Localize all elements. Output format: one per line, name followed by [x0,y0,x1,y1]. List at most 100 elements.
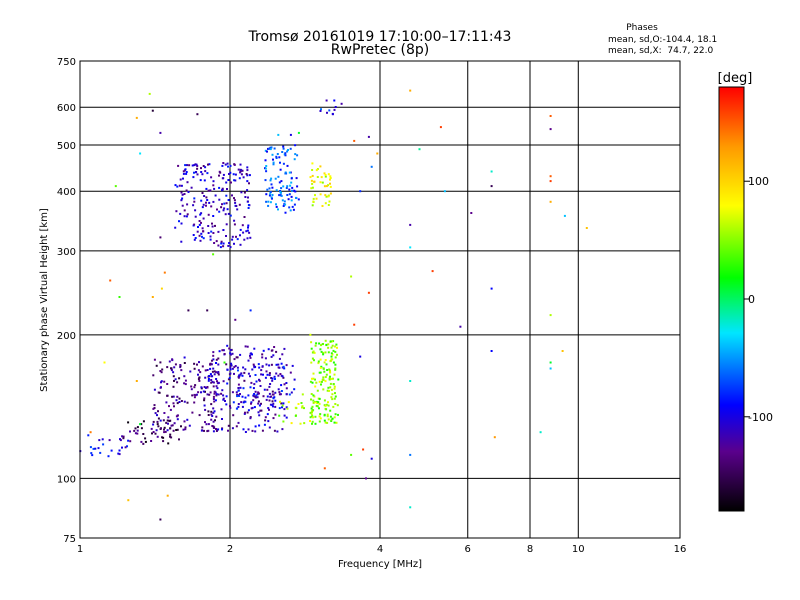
data-point [178,401,181,403]
data-point [243,191,246,194]
data-point [213,187,216,190]
x-tick-label: 1 [77,544,83,555]
data-point [281,151,284,153]
data-point [539,431,542,434]
data-point [163,380,166,383]
data-point [152,374,155,377]
data-point [247,372,250,375]
data-point [290,391,293,394]
data-point [224,213,227,216]
data-point [140,440,143,443]
data-point [290,181,293,184]
data-point [117,452,120,455]
data-point [232,173,235,176]
data-point [324,194,327,197]
data-point [229,352,232,355]
data-point [431,270,434,273]
data-point [324,339,327,342]
data-point [154,412,157,415]
y-tick-label: 400 [57,187,76,198]
data-point [119,439,122,442]
data-point [235,407,238,410]
data-point [303,422,306,425]
data-point [324,407,327,410]
data-point [325,99,328,102]
data-point [183,375,186,378]
data-point [265,398,268,401]
data-point [169,419,172,422]
data-point [231,367,234,370]
data-point [409,380,412,382]
data-point [213,390,216,393]
data-point [241,395,244,398]
data-point [212,407,215,410]
data-point [188,424,191,427]
data-point [286,164,289,167]
x-tick-label: 6 [465,544,471,555]
data-point [272,402,275,405]
data-point [171,395,174,398]
data-point [211,415,214,417]
data-point [193,393,196,396]
data-point [271,349,274,352]
data-point [329,415,332,418]
data-point [294,406,297,409]
data-point [263,388,266,391]
data-point [260,402,262,405]
data-point [244,368,247,371]
data-point [152,431,155,433]
data-point [229,366,232,369]
data-point [362,448,365,451]
data-point [275,205,278,208]
data-point [235,356,238,359]
data-point [212,232,215,234]
data-point [409,89,412,92]
data-point [197,373,199,376]
data-point [326,421,329,424]
data-point [318,407,320,410]
data-point [285,387,288,390]
data-point [311,422,313,425]
data-point [215,394,218,397]
data-point [289,184,292,187]
data-point [178,377,181,380]
data-point [163,426,166,429]
data-point [266,395,269,398]
data-point [118,449,121,452]
data-point [187,309,190,312]
data-point [258,414,261,417]
data-point [239,168,242,171]
data-point [313,395,316,398]
data-point [279,190,282,193]
data-point [135,116,138,119]
data-point [210,379,213,381]
data-point [277,366,280,369]
data-point [280,384,283,387]
data-point [258,378,260,381]
data-point [99,451,102,454]
data-point [184,428,187,431]
data-point [155,364,158,367]
data-point [286,185,289,188]
data-point [118,453,121,456]
data-point [310,179,313,182]
data-point [249,416,252,419]
data-point [281,199,284,202]
data-point [258,366,261,369]
data-point [261,353,264,356]
data-point [221,418,223,420]
data-point [270,377,273,379]
data-point [329,386,332,389]
data-point [326,413,329,416]
data-point [193,362,196,365]
data-point [199,239,202,242]
data-point [203,404,206,407]
data-point [278,407,281,410]
data-point [331,344,334,347]
data-point [235,391,238,394]
data-point [212,430,215,433]
data-point [327,346,330,349]
data-point [153,407,156,409]
data-point [129,430,131,433]
data-point [268,374,271,377]
